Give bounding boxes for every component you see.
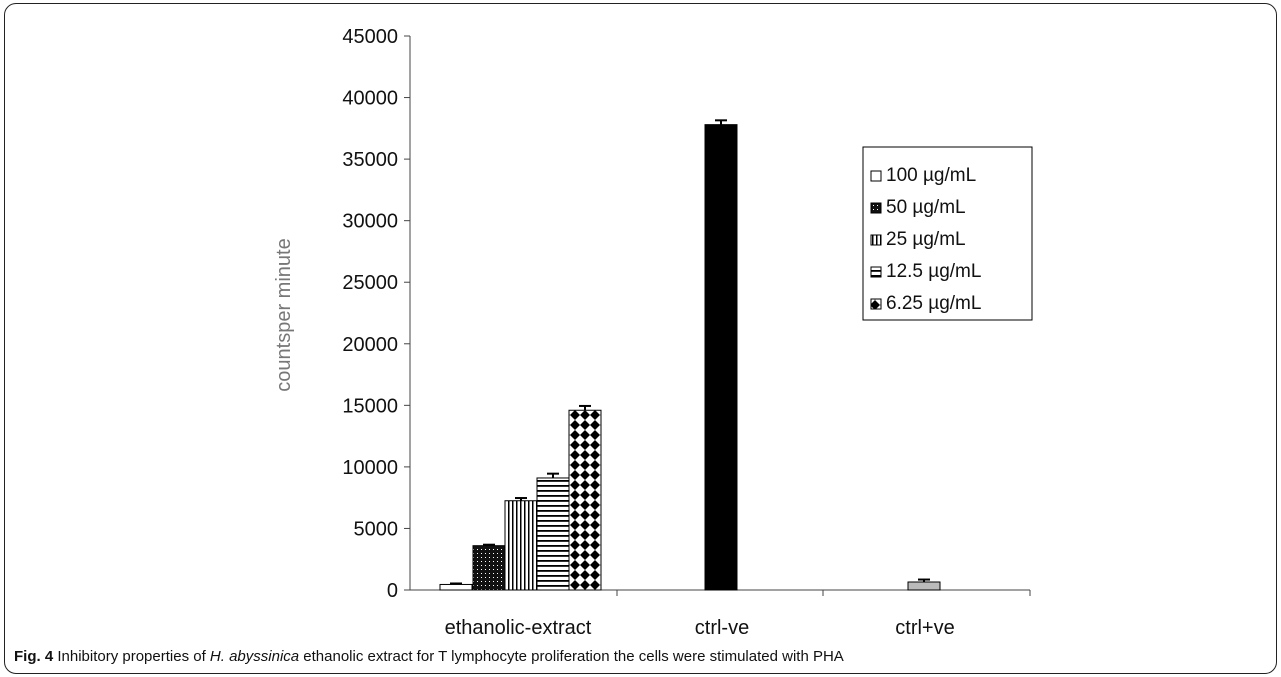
bar [439, 583, 473, 591]
legend-label: 100 µg/mL [886, 165, 976, 186]
bar [504, 500, 538, 591]
legend: 100 µg/mL 50 µg/mL 25 µg/mL 12.5 µg/mL 6.25 … [862, 146, 1033, 321]
y-tick-label: 25000 [342, 272, 398, 294]
legend-label: 25 µg/mL [886, 229, 966, 250]
caption-text-after: ethanolic extract for T lymphocyte proli… [299, 648, 844, 665]
bar [568, 409, 602, 591]
y-tick-label: 15000 [342, 395, 398, 417]
bar [907, 581, 941, 591]
axes: 0 5000 10000 15000 20000 25000 30000 35000 40000… [342, 26, 1031, 639]
legend-swatch [870, 170, 882, 182]
x-category-label: ctrl-ve [695, 617, 749, 639]
y-tick-label: 5000 [354, 518, 399, 540]
caption-label: Fig. 4 [14, 648, 54, 665]
figure-caption: Fig. 4 Inhibitory properties of H. abyss… [14, 648, 844, 665]
legend-box [862, 146, 1033, 321]
bar [704, 124, 738, 591]
y-tick-label: 10000 [342, 457, 398, 479]
x-category-label: ctrl+ve [895, 617, 954, 639]
y-tick-label: 30000 [342, 211, 398, 233]
legend-swatch [870, 202, 882, 214]
legend-swatch [870, 234, 882, 246]
y-tick-label: 35000 [342, 149, 398, 171]
bar [472, 545, 506, 591]
figure-frame [4, 3, 1277, 674]
y-axis-label: countsper minute [273, 238, 295, 391]
y-tick-label: 40000 [342, 88, 398, 110]
legend-swatch [870, 298, 882, 310]
y-tick-label: 20000 [342, 334, 398, 356]
y-tick-label: 0 [387, 580, 398, 602]
legend-label: 12.5 µg/mL [886, 261, 981, 282]
bar [536, 477, 570, 591]
legend-swatch [870, 266, 882, 278]
caption-species: H. abyssinica [209, 648, 300, 665]
legend-label: 6.25 µg/mL [886, 293, 981, 314]
caption-text-before: Inhibitory properties of [53, 648, 210, 665]
y-tick-label: 45000 [342, 26, 398, 48]
legend-label: 50 µg/mL [886, 197, 966, 218]
bars [439, 119, 941, 591]
x-category-label: ethanolic-extract [445, 617, 592, 639]
